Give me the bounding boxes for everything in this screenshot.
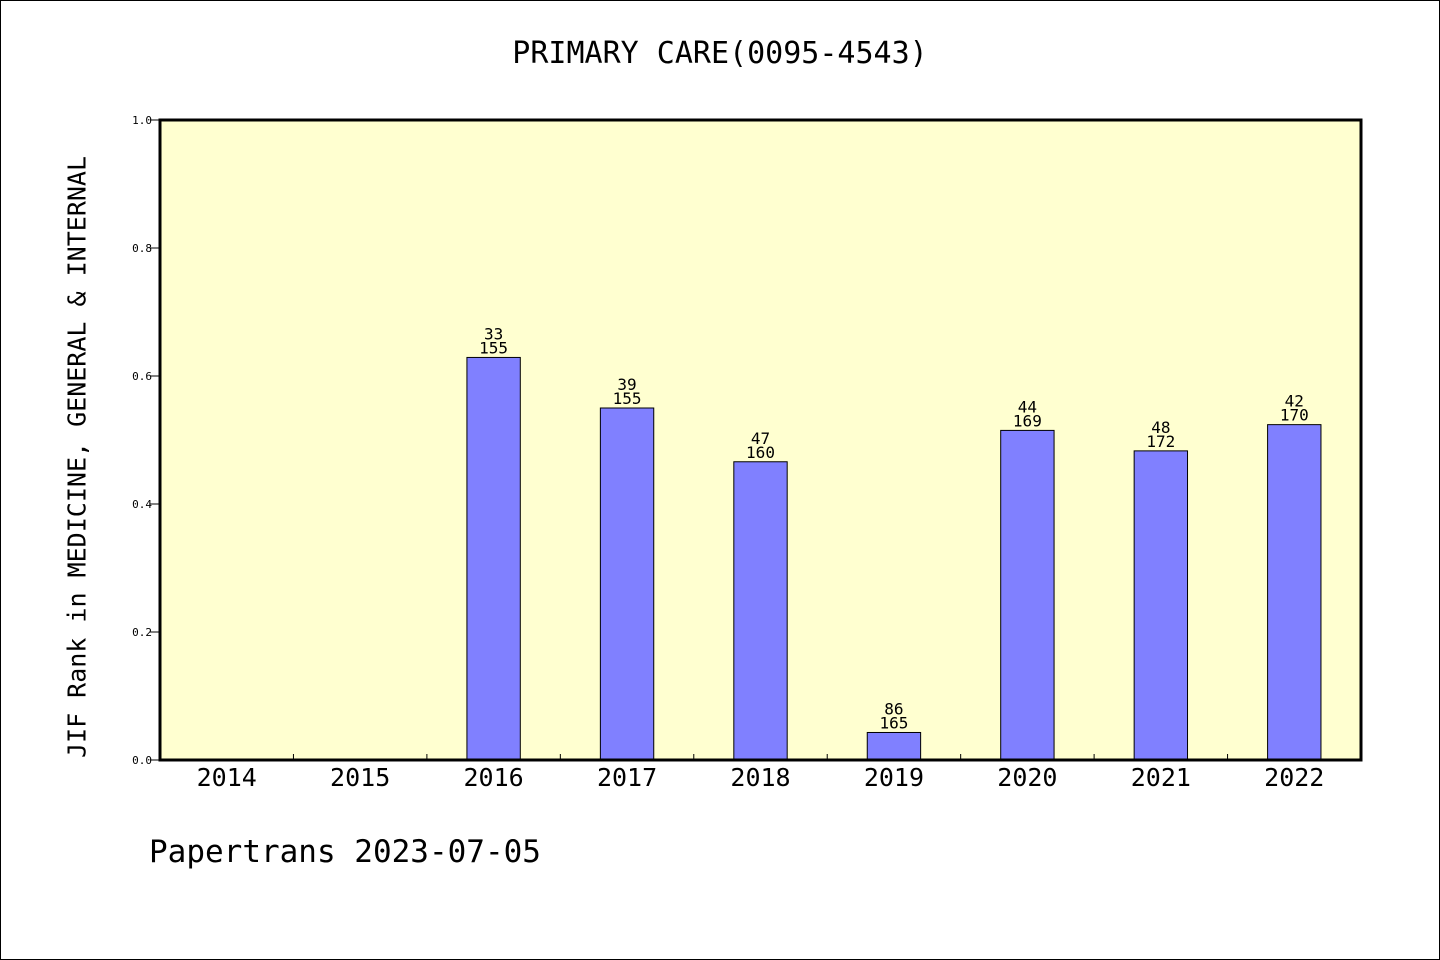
bar-rank-label: 86: [884, 699, 903, 718]
bar-total-label: 170: [1280, 406, 1309, 425]
bar-rank-label: 42: [1285, 392, 1304, 411]
bar-total-label: 172: [1146, 432, 1175, 451]
bar-total-label: 160: [746, 443, 775, 462]
y-tick-label: 0.0: [132, 754, 152, 767]
bar: [866, 731, 922, 761]
bar-total-label: 155: [479, 338, 508, 357]
bar: [599, 407, 655, 761]
x-tick-label: 2020: [997, 763, 1057, 792]
bar: [733, 461, 788, 761]
x-tick-label: 2021: [1131, 763, 1191, 792]
y-tick-label: 0.4: [132, 498, 152, 511]
bar: [1000, 429, 1055, 761]
x-tick-label: 2014: [197, 763, 257, 792]
bar-total-label: 155: [613, 389, 642, 408]
bar-rank-label: 39: [617, 375, 636, 394]
y-tick-label: 0.2: [132, 626, 152, 639]
y-tick-label: 0.6: [132, 370, 152, 383]
x-tick-label: 2016: [464, 763, 524, 792]
y-tick-label: 0.8: [132, 242, 152, 255]
x-tick-label: 2019: [864, 763, 924, 792]
bar-rank-label: 33: [484, 324, 503, 343]
bar: [1133, 450, 1189, 761]
y-tick-label: 1.0: [132, 114, 152, 127]
bar-rank-label: 44: [1018, 397, 1037, 416]
bar-total-label: 165: [879, 713, 908, 732]
x-tick-label: 2015: [330, 763, 390, 792]
footer-credit: Papertrans 2023-07-05: [149, 834, 541, 870]
chart-title: PRIMARY CARE(0095-4543): [512, 36, 928, 71]
x-tick-label: 2017: [597, 763, 657, 792]
x-tick-label: 2022: [1264, 763, 1324, 792]
bar: [466, 356, 521, 761]
bar-rank-label: 48: [1151, 418, 1170, 437]
plot-border: [158, 118, 1363, 762]
bar-total-label: 169: [1013, 411, 1042, 430]
x-tick-label: 2018: [730, 763, 790, 792]
bar-rank-label: 47: [751, 429, 770, 448]
bar: [1267, 424, 1322, 761]
